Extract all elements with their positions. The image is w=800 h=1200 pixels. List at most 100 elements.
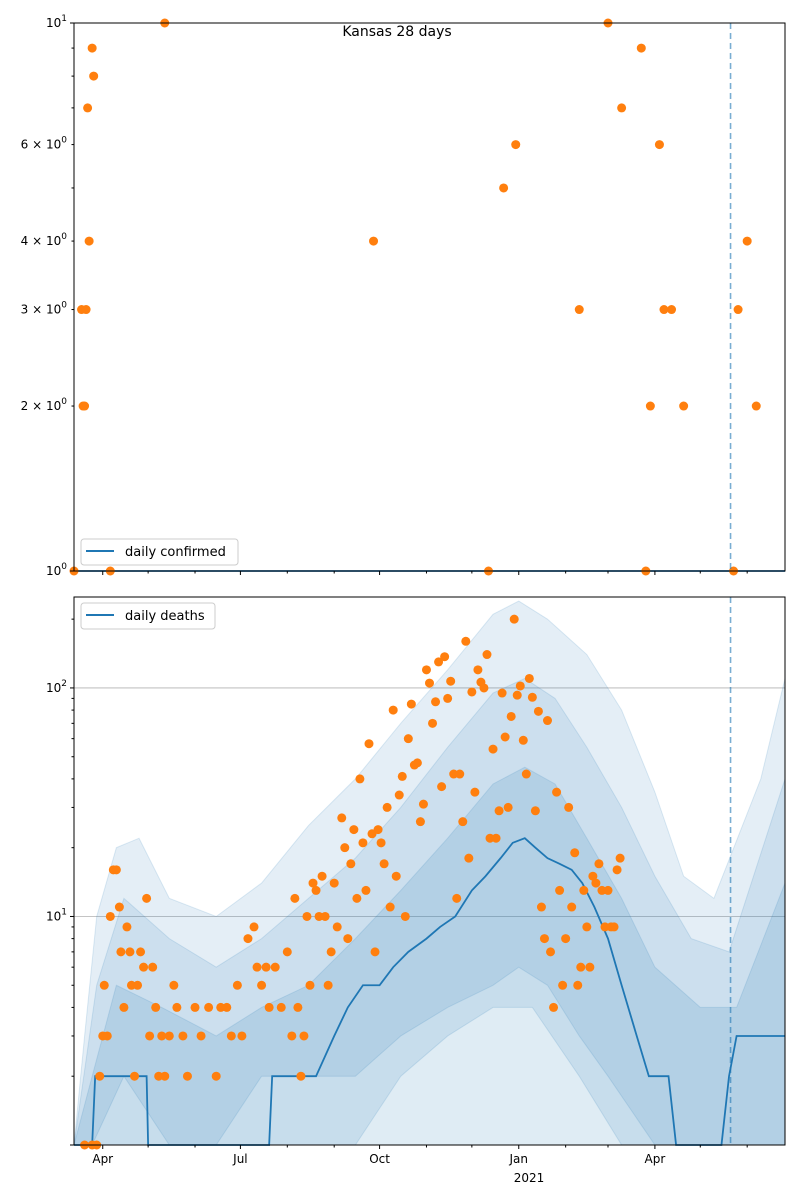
data-point [369, 236, 379, 246]
data-point [488, 744, 498, 754]
data-point [440, 652, 450, 662]
data-point [603, 885, 613, 895]
data-point [573, 980, 583, 990]
data-point [317, 871, 327, 881]
data-point [659, 305, 669, 315]
data-point [222, 1002, 232, 1012]
data-point [461, 636, 471, 646]
data-point [561, 934, 571, 944]
data-point [81, 305, 91, 315]
data-point [376, 838, 386, 848]
data-point [116, 947, 126, 957]
confirmed-legend-label: daily confirmed [125, 545, 226, 560]
y-tick-label: 101 [46, 14, 67, 30]
data-point [609, 922, 619, 932]
data-point [373, 825, 383, 835]
data-point [87, 43, 97, 53]
data-point [182, 1071, 192, 1081]
data-point [164, 1031, 174, 1041]
data-point [320, 911, 330, 921]
y-tick-label: 4 × 100 [21, 232, 68, 248]
data-point [226, 1031, 236, 1041]
data-point [570, 848, 580, 858]
x-tick-label: Jul [232, 1152, 247, 1166]
data-point [467, 687, 477, 697]
data-point [645, 401, 655, 411]
data-point [418, 799, 428, 809]
data-point [361, 885, 371, 895]
data-point [564, 802, 574, 812]
data-point [204, 1002, 214, 1012]
data-point [178, 1031, 188, 1041]
x-tick-label: Oct [369, 1152, 390, 1166]
data-point [574, 305, 584, 315]
data-point [196, 1031, 206, 1041]
data-point [358, 838, 368, 848]
data-point [346, 859, 356, 869]
data-point [290, 893, 300, 903]
data-point [293, 1002, 303, 1012]
data-point [394, 790, 404, 800]
data-point [491, 833, 501, 843]
data-point [305, 980, 315, 990]
data-point [157, 1031, 167, 1041]
data-point [521, 769, 531, 779]
data-point [406, 699, 416, 709]
uncertainty-band-outer [73, 600, 786, 1146]
data-point [287, 1031, 297, 1041]
data-point [555, 885, 565, 895]
data-point [329, 878, 339, 888]
data-point [421, 665, 431, 675]
confirmed-plot-frame [73, 22, 786, 572]
data-point [332, 922, 342, 932]
data-point [243, 934, 253, 944]
y-tick-label: 3 × 100 [21, 301, 68, 317]
data-point [452, 893, 462, 903]
data-point [397, 771, 407, 781]
confirmed-legend: daily confirmed [80, 538, 239, 566]
data-point [415, 817, 425, 827]
data-point [355, 774, 365, 784]
data-point [130, 1071, 140, 1081]
data-point [151, 1002, 161, 1012]
data-point [499, 183, 509, 193]
series-line [74, 837, 785, 1146]
data-point [302, 911, 312, 921]
data-point [515, 681, 525, 691]
data-point [83, 103, 93, 113]
data-point [80, 401, 90, 411]
data-point [323, 980, 333, 990]
data-point [527, 692, 537, 702]
data-point [667, 305, 677, 315]
data-point [172, 1002, 182, 1012]
data-point [591, 878, 601, 888]
data-point [470, 787, 480, 797]
uncertainty-band-middle [73, 677, 786, 1146]
data-point [458, 817, 468, 827]
data-point [428, 718, 438, 728]
data-point [400, 911, 410, 921]
data-point [343, 934, 353, 944]
data-point [594, 859, 604, 869]
confirmed-panel: Kansas 28 days 100 2 × 100 3 × 100 4 × 100 6… [21, 14, 786, 578]
data-point [105, 911, 115, 921]
data-point [296, 1071, 306, 1081]
data-point [582, 922, 592, 932]
data-point [412, 758, 422, 768]
y-tick-label: 2 × 100 [21, 397, 68, 413]
data-point [511, 140, 521, 150]
data-point [612, 865, 622, 875]
data-point [249, 922, 259, 932]
data-point [539, 934, 549, 944]
data-point [479, 683, 489, 693]
data-point [503, 802, 513, 812]
data-point [512, 690, 522, 700]
data-point [264, 1002, 274, 1012]
data-point [276, 1002, 286, 1012]
data-point [388, 705, 398, 715]
data-point [579, 885, 589, 895]
data-point [252, 962, 262, 972]
data-point [160, 1071, 170, 1081]
data-point [349, 825, 359, 835]
